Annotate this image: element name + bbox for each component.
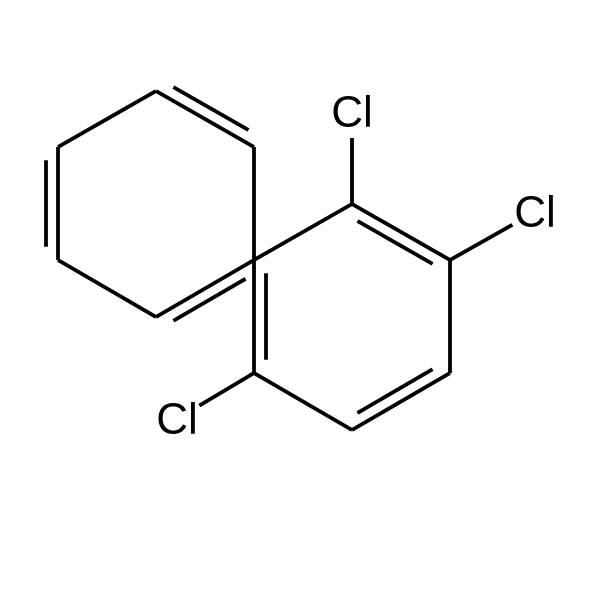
bond xyxy=(450,225,512,260)
bond xyxy=(58,260,156,317)
bond xyxy=(254,204,352,260)
bond xyxy=(58,91,156,147)
atom-label: Cl xyxy=(514,188,556,237)
bond xyxy=(254,373,352,430)
atom-label: Cl xyxy=(156,395,198,444)
atom-label: Cl xyxy=(331,88,373,137)
bond xyxy=(199,373,254,406)
bond xyxy=(156,260,254,317)
bond xyxy=(352,204,450,260)
bond xyxy=(352,373,450,430)
molecule-diagram: Cl Cl Cl xyxy=(0,0,600,600)
bond xyxy=(156,91,254,147)
